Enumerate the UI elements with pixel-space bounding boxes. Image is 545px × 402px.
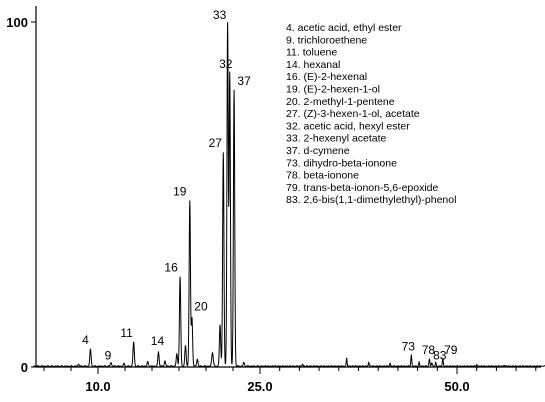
chromatogram-line: [33, 21, 545, 368]
legend-entry: 16. (E)-2-hexenal: [286, 71, 367, 83]
peak-label-19: 19: [173, 184, 187, 198]
peak-label-20: 20: [194, 300, 208, 314]
legend-entry: 20. 2-methyl-1-pentene: [286, 96, 395, 108]
peak-label-27: 27: [209, 136, 223, 150]
axes: 0 100 10.0 25.0 50.0: [6, 6, 541, 394]
y-tick-label: 0: [21, 360, 28, 375]
legend-entry: 32. acetic acid, hexyl ester: [286, 120, 410, 132]
peak-label-32: 32: [219, 57, 233, 71]
legend-entry: 83. 2,6-bis(1,1-dimethylethyl)-phenol: [286, 194, 456, 206]
peak-label-33: 33: [213, 8, 227, 22]
x-tick-label: 10.0: [85, 379, 110, 394]
peak-label-37: 37: [237, 74, 251, 88]
legend-entry: 14. hexanal: [286, 59, 340, 71]
peak-label-79: 79: [444, 343, 458, 357]
peak-label-73: 73: [402, 340, 416, 354]
legend-entry: 4. acetic acid, ethyl ester: [286, 22, 402, 34]
legend-entry: 33. 2-hexenyl acetate: [286, 133, 387, 145]
y-tick-label: 100: [6, 15, 28, 30]
peak-label-83: 83: [433, 349, 447, 363]
chromatogram-trace: [33, 21, 545, 368]
legend-entry: 19. (E)-2-hexen-1-ol: [286, 84, 380, 96]
legend-entry: 37. d-cymene: [286, 145, 350, 157]
legend-entry: 78. beta-ionone: [286, 170, 359, 182]
peak-label-11: 11: [120, 326, 133, 340]
peak-label-14: 14: [151, 334, 165, 348]
peak-label-9: 9: [105, 349, 112, 363]
legend-entry: 73. dihydro-beta-ionone: [286, 157, 397, 169]
peak-label-4: 4: [82, 333, 89, 347]
x-tick-label: 25.0: [247, 379, 272, 394]
legend-entry: 9. trichloroethene: [286, 34, 367, 46]
legend-entry: 27. (Z)-3-hexen-1-ol, acetate: [286, 108, 420, 120]
legend-entry: 11. toluene: [286, 47, 337, 59]
peak-label-16: 16: [164, 260, 178, 274]
peak-label-78: 78: [422, 343, 436, 357]
x-tick-label: 50.0: [444, 379, 469, 394]
legend-entry: 79. trans-beta-ionon-5,6-epoxide: [286, 182, 439, 194]
